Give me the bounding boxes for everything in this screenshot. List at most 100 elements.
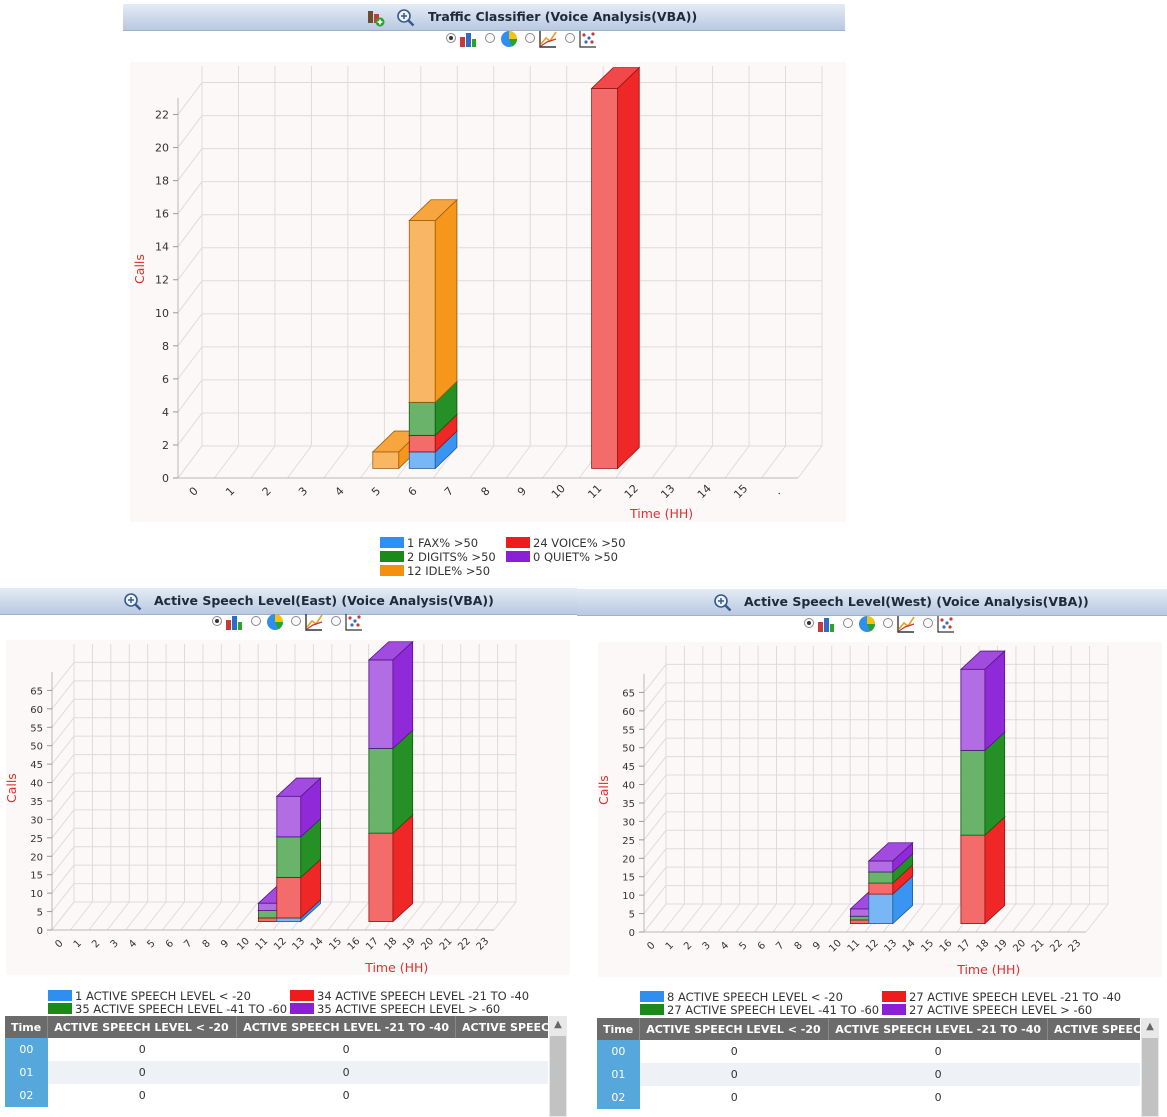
x-tick-label: 0 [187,484,201,498]
pie-type-radio[interactable] [485,33,495,43]
x-tick-label: 5 [737,940,749,952]
east-table-scrollbar[interactable]: ▲ [549,1016,567,1117]
export-icon[interactable] [366,8,385,27]
line-chart-icon[interactable] [538,29,558,49]
y-axis-label: Calls [4,773,19,803]
x-tick-label: 15 [919,938,936,955]
x-tick-label: 6 [164,938,176,950]
scatter-chart-icon[interactable] [578,29,598,49]
y-tick-label: 60 [622,707,635,718]
legend-item: 35 ACTIVE SPEECH LEVEL > -60 [290,1002,500,1016]
line-type-radio[interactable] [883,618,893,628]
legend-swatch [48,1003,72,1014]
zoom-icon[interactable] [713,593,732,612]
x-tick-label: 13 [290,936,307,953]
column-header[interactable]: ACTIVE SPEECH LEVEL < -20 [47,1016,238,1038]
table-row[interactable]: 01 0 0 [597,1063,1140,1086]
bar-chart-icon[interactable] [224,612,244,632]
scroll-up-icon[interactable]: ▲ [554,1019,562,1030]
zoom-icon[interactable] [396,8,415,27]
column-header[interactable]: ACTIVE SPEEC [1047,1018,1140,1040]
legend-item: 1 FAX% >50 [380,536,478,550]
scroll-thumb[interactable] [1142,1038,1158,1116]
value-cell: 0 [934,1091,942,1104]
scatter-type-radio[interactable] [923,618,933,628]
value-cell [455,1061,548,1084]
bar-segment[interactable] [275,777,322,838]
x-tick-label: 1 [664,940,676,952]
legend-item: 27 ACTIVE SPEECH LEVEL -41 TO -60 [640,1003,879,1017]
table-row[interactable]: 00 0 0 [597,1040,1140,1063]
scroll-thumb[interactable] [550,1036,566,1116]
line-chart-icon[interactable] [896,614,916,634]
x-tick-label: 15 [327,936,344,953]
line-chart-icon[interactable] [304,612,324,632]
y-tick-label: 14 [155,241,169,254]
column-header[interactable]: Time [5,1016,49,1038]
scatter-chart-icon[interactable] [344,612,364,632]
pie-chart-icon[interactable] [265,612,285,632]
table-row[interactable]: 02 0 0 [5,1084,548,1107]
y-tick-label: 8 [162,340,169,353]
column-header[interactable]: ACTIVE SPEEC [455,1016,548,1038]
y-tick-label: 5 [37,908,43,919]
table-row[interactable]: 00 0 0 [5,1038,548,1061]
table-row[interactable]: 01 0 0 [5,1061,548,1084]
x-tick-label: . [771,486,783,498]
east-table: Time ACTIVE SPEECH LEVEL < -20 ACTIVE SPEE… [5,1016,548,1107]
legend-swatch [640,991,664,1002]
pie-type-radio[interactable] [251,616,261,626]
x-tick-label: 2 [90,938,102,950]
pie-chart-icon[interactable] [857,614,877,634]
scroll-up-icon[interactable]: ▲ [1146,1021,1154,1032]
x-axis-label: Time (HH) [364,960,428,975]
x-tick-label: 0 [645,940,657,952]
scatter-type-radio[interactable] [565,33,575,43]
scatter-type-radio[interactable] [331,616,341,626]
value-cell [1047,1063,1140,1086]
x-tick-label: 5 [369,484,383,498]
legend-label: 1 ACTIVE SPEECH LEVEL < -20 [75,989,251,1003]
bar-segment[interactable] [408,198,458,404]
line-type-radio[interactable] [291,616,301,626]
y-tick-label: 10 [30,889,43,900]
column-header[interactable]: Time [597,1018,641,1040]
table-row[interactable]: 02 0 0 [597,1086,1140,1109]
traffic-chart-area [130,62,846,522]
bar-type-radio[interactable] [446,33,456,43]
bar-segment[interactable] [367,640,414,750]
value-cell: 0 [236,1061,456,1084]
pie-type-radio[interactable] [843,618,853,628]
bar-chart-icon[interactable] [458,29,478,49]
x-tick-label: 5 [145,938,157,950]
legend-item: 2 DIGITS% >50 [380,550,496,564]
value-cell: 0 [47,1061,237,1084]
bar-segment[interactable] [590,66,641,470]
west-table-scrollbar[interactable]: ▲ [1141,1018,1159,1117]
column-header[interactable]: ACTIVE SPEECH LEVEL < -20 [639,1018,830,1040]
x-tick-label: 8 [478,484,492,498]
legend-swatch [640,1004,664,1015]
y-tick-label: 10 [155,307,169,320]
x-tick-label: 3 [109,938,121,950]
value-cell: 0 [639,1063,829,1086]
time-cell: 01 [597,1063,640,1086]
bar-type-radio[interactable] [212,616,222,626]
line-type-radio[interactable] [525,33,535,43]
y-axis-label: Calls [132,254,147,284]
pie-chart-icon[interactable] [499,29,519,49]
value-cell: 0 [342,1043,350,1056]
legend-label: 27 ACTIVE SPEECH LEVEL -21 TO -40 [909,990,1122,1004]
column-header[interactable]: ACTIVE SPEECH LEVEL -21 TO -40 [236,1016,457,1038]
bar-segment[interactable] [959,650,1006,752]
bar-type-radio[interactable] [804,618,814,628]
bar-chart-icon[interactable] [816,614,836,634]
scatter-chart-icon[interactable] [936,614,956,634]
east-header: Active Speech Level(East) (Voice Analysi… [0,588,577,615]
column-header[interactable]: ACTIVE SPEECH LEVEL -21 TO -40 [828,1018,1049,1040]
zoom-icon[interactable] [123,592,142,611]
legend-item: 27 ACTIVE SPEECH LEVEL > -60 [882,1003,1092,1017]
value-cell: 0 [730,1091,738,1104]
time-cell: 02 [5,1084,48,1107]
bar-segment[interactable] [867,841,914,873]
